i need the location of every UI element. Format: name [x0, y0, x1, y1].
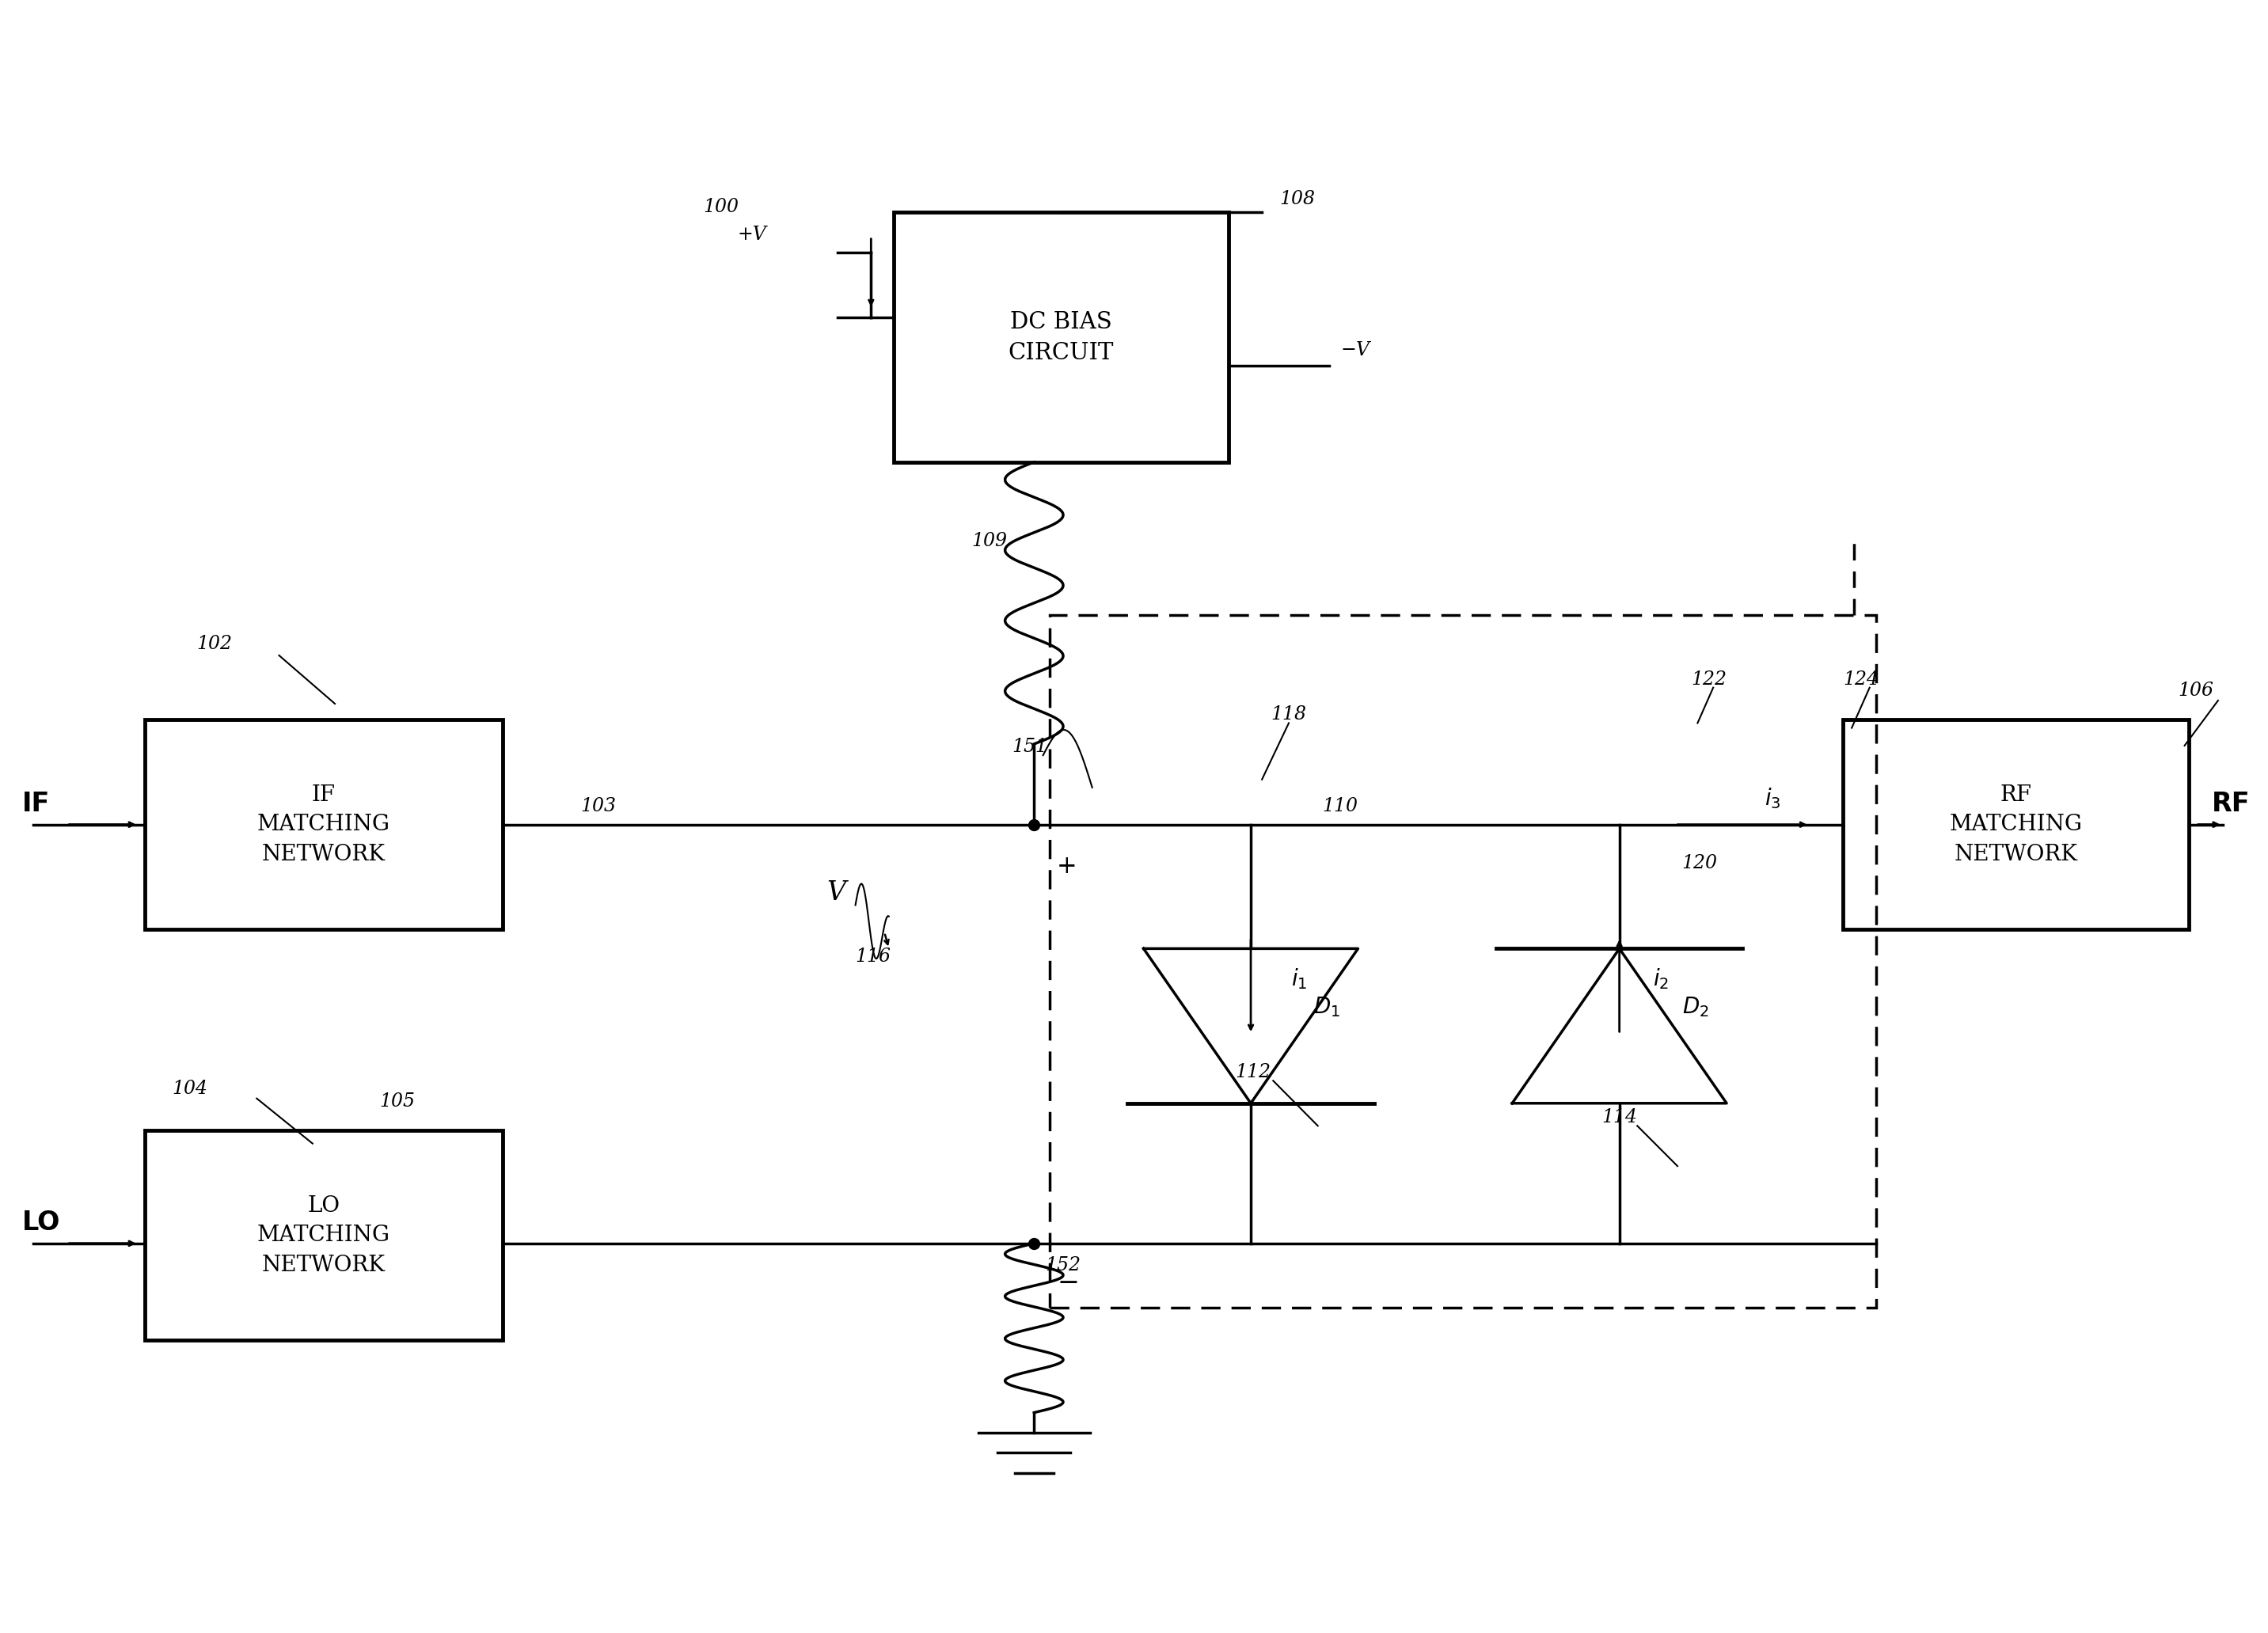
- Text: $-$: $-$: [1057, 1269, 1077, 1293]
- Text: $i_3$: $i_3$: [1765, 785, 1780, 810]
- Text: 105: 105: [379, 1092, 415, 1110]
- Text: 151: 151: [1012, 738, 1048, 756]
- Text: 122: 122: [1692, 670, 1726, 689]
- Text: +V: +V: [737, 225, 767, 243]
- Text: 109: 109: [971, 532, 1007, 550]
- Text: 104: 104: [172, 1079, 206, 1097]
- Text: 110: 110: [1322, 797, 1359, 815]
- Text: LO: LO: [23, 1210, 61, 1235]
- Bar: [145, 1130, 503, 1341]
- Text: 116: 116: [855, 947, 891, 965]
- Polygon shape: [1143, 949, 1359, 1104]
- Bar: [894, 212, 1229, 462]
- Text: 108: 108: [1279, 189, 1315, 209]
- Text: $i_2$: $i_2$: [1653, 967, 1669, 991]
- Text: RF: RF: [2211, 790, 2250, 816]
- Text: 106: 106: [2177, 681, 2214, 699]
- Text: 103: 103: [581, 797, 617, 815]
- Bar: [1844, 720, 2189, 929]
- Text: $D_2$: $D_2$: [1683, 994, 1708, 1019]
- Text: LO
MATCHING
NETWORK: LO MATCHING NETWORK: [256, 1195, 390, 1275]
- Polygon shape: [1513, 949, 1726, 1104]
- Bar: [145, 720, 503, 929]
- Text: 102: 102: [197, 635, 231, 653]
- Text: IF: IF: [23, 790, 50, 816]
- Text: 112: 112: [1236, 1063, 1270, 1081]
- Text: 100: 100: [703, 198, 739, 216]
- Text: RF
MATCHING
NETWORK: RF MATCHING NETWORK: [1950, 784, 2082, 865]
- Text: $i_1$: $i_1$: [1290, 967, 1306, 991]
- Text: 120: 120: [1683, 854, 1717, 872]
- Text: +: +: [1057, 854, 1077, 879]
- Bar: [1050, 616, 1876, 1308]
- Text: V: V: [826, 880, 846, 906]
- Text: 114: 114: [1601, 1109, 1637, 1127]
- Text: DC BIAS
CIRCUIT: DC BIAS CIRCUIT: [1009, 310, 1114, 364]
- Text: 124: 124: [1844, 670, 1878, 689]
- Text: 152: 152: [1046, 1256, 1082, 1275]
- Text: $-$V: $-$V: [1340, 341, 1372, 359]
- Text: $D_1$: $D_1$: [1313, 994, 1340, 1019]
- Text: IF
MATCHING
NETWORK: IF MATCHING NETWORK: [256, 784, 390, 865]
- Text: 118: 118: [1270, 705, 1306, 723]
